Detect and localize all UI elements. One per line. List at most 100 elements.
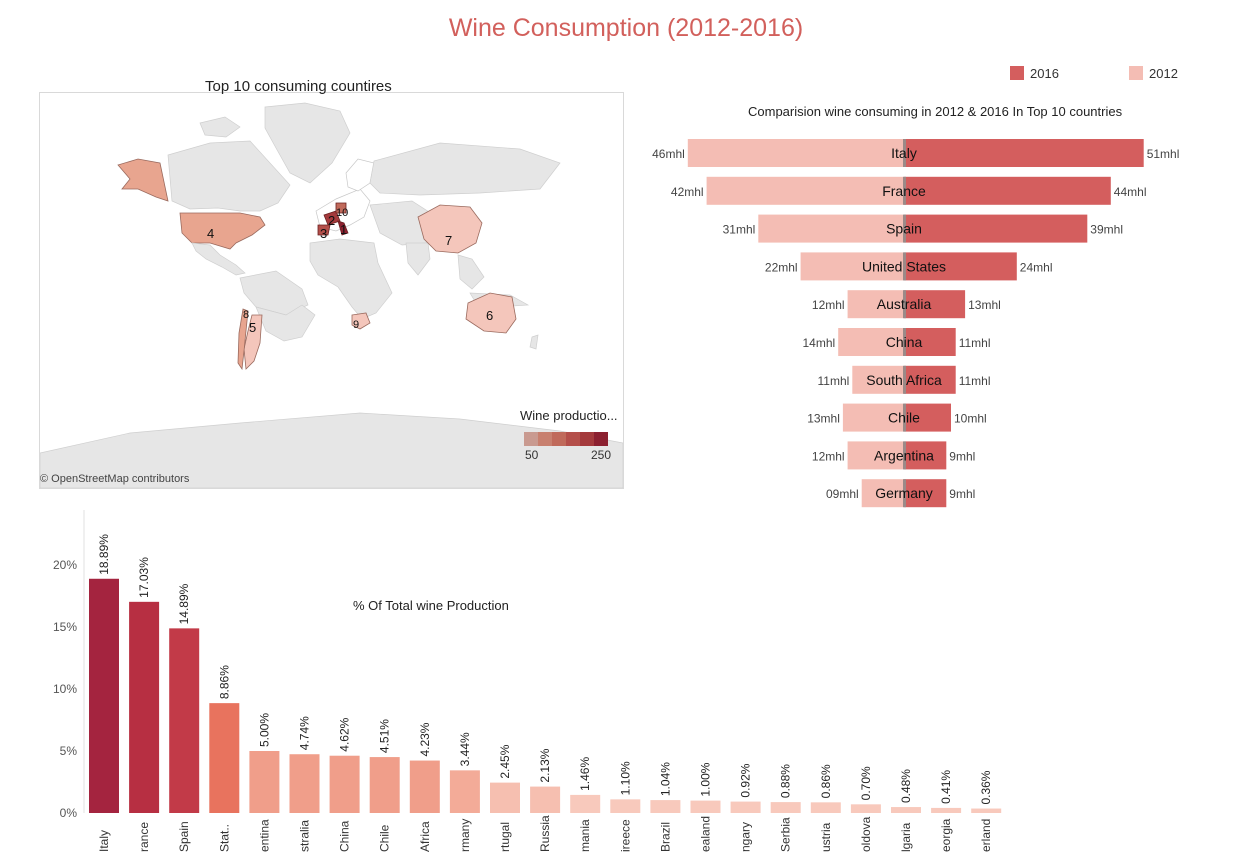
x-tick-21: eorgia bbox=[939, 818, 953, 852]
x-tick-9: rmany bbox=[458, 819, 472, 852]
label-2012-8: 12mhl bbox=[812, 449, 845, 463]
bar-2016-4[interactable] bbox=[904, 290, 966, 319]
map-rank-2: 2 bbox=[328, 213, 335, 228]
production-value-11: 2.13% bbox=[538, 748, 552, 782]
bar-2012-2[interactable] bbox=[758, 214, 904, 243]
production-bar-15[interactable] bbox=[690, 800, 721, 813]
legend-item-2012[interactable]: 2012 bbox=[1129, 66, 1178, 81]
label-2016-8: 9mhl bbox=[949, 449, 975, 463]
production-bar-0[interactable] bbox=[89, 578, 119, 813]
production-bar-2[interactable] bbox=[169, 628, 200, 813]
map-credit[interactable]: © OpenStreetMap contributors bbox=[40, 473, 190, 485]
x-tick-18: ustria bbox=[819, 822, 833, 852]
label-2016-4: 13mhl bbox=[968, 298, 1001, 312]
country-label-1: France bbox=[882, 183, 926, 199]
country-united-states bbox=[179, 212, 266, 250]
label-2012-6: 11mhl bbox=[818, 374, 850, 388]
production-bar-3[interactable] bbox=[209, 703, 240, 813]
production-bar-1[interactable] bbox=[129, 601, 160, 813]
x-tick-3: Stat.. bbox=[217, 824, 231, 852]
bar-2012-1[interactable] bbox=[706, 176, 904, 205]
x-tick-8: Africa bbox=[418, 821, 432, 852]
country-australia bbox=[465, 292, 517, 334]
production-bar-13[interactable] bbox=[610, 799, 641, 813]
map-rank-5: 5 bbox=[249, 320, 256, 335]
production-chart: 0% 5% 10% 15% 20% 18.89% Italy 17.03% rance 14.89… bbox=[53, 510, 1002, 852]
label-2012-5: 14mhl bbox=[803, 336, 836, 350]
bar-2016-3[interactable] bbox=[904, 252, 1017, 281]
production-value-21: 0.41% bbox=[939, 770, 953, 804]
production-bar-8[interactable] bbox=[409, 760, 440, 813]
country-label-9: Germany bbox=[875, 485, 933, 501]
x-tick-22: erland bbox=[979, 819, 993, 852]
production-value-18: 0.86% bbox=[819, 764, 833, 798]
bar-2016-2[interactable] bbox=[904, 214, 1088, 243]
world-map[interactable]: 1 2 3 4 5 6 7 8 9 10 bbox=[39, 92, 624, 489]
label-2016-6: 11mhl bbox=[959, 374, 991, 388]
production-value-1: 17.03% bbox=[137, 557, 151, 598]
production-bar-14[interactable] bbox=[650, 800, 681, 813]
bar-2016-8[interactable] bbox=[904, 441, 947, 470]
bar-2016-7[interactable] bbox=[904, 403, 951, 432]
label-2016-9: 9mhl bbox=[949, 487, 975, 501]
production-bar-5[interactable] bbox=[289, 754, 320, 813]
bar-2012-0[interactable] bbox=[687, 139, 904, 167]
production-bar-20[interactable] bbox=[891, 807, 921, 813]
production-bar-9[interactable] bbox=[449, 770, 480, 813]
production-bar-7[interactable] bbox=[369, 757, 400, 813]
label-2016-0: 51mhl bbox=[1147, 147, 1180, 161]
bar-2016-1[interactable] bbox=[904, 176, 1111, 205]
production-bar-21[interactable] bbox=[931, 807, 962, 813]
production-bar-4[interactable] bbox=[249, 751, 280, 813]
label-2012-4: 12mhl bbox=[812, 298, 845, 312]
x-tick-17: Serbia bbox=[779, 817, 793, 852]
production-value-2: 14.89% bbox=[177, 583, 191, 624]
production-bar-22[interactable] bbox=[971, 808, 1002, 813]
country-label-5: China bbox=[886, 334, 923, 350]
bar-2012-4[interactable] bbox=[847, 290, 904, 319]
production-value-10: 2.45% bbox=[498, 744, 512, 778]
production-value-17: 0.88% bbox=[779, 764, 793, 798]
production-bar-11[interactable] bbox=[530, 786, 561, 813]
country-label-2: Spain bbox=[886, 221, 922, 237]
production-value-15: 1.00% bbox=[699, 762, 713, 796]
bar-2012-6[interactable] bbox=[852, 365, 904, 394]
bar-2016-6[interactable] bbox=[904, 365, 956, 394]
center-divider-2 bbox=[903, 214, 906, 243]
bar-2016-0[interactable] bbox=[904, 139, 1144, 167]
production-bar-16[interactable] bbox=[730, 801, 761, 813]
bar-2012-3[interactable] bbox=[800, 252, 904, 281]
map-rank-4: 4 bbox=[207, 226, 214, 241]
production-bar-12[interactable] bbox=[570, 794, 601, 813]
map-legend-title: Wine productio... bbox=[520, 408, 618, 423]
production-value-5: 4.74% bbox=[298, 716, 312, 750]
legend-swatch-2012 bbox=[1129, 66, 1143, 80]
production-bar-17[interactable] bbox=[770, 802, 801, 813]
label-2012-9: 09mhl bbox=[826, 487, 859, 501]
bar-2016-5[interactable] bbox=[904, 328, 956, 356]
production-bar-10[interactable] bbox=[490, 782, 520, 813]
x-tick-0: Italy bbox=[97, 830, 111, 852]
production-value-22: 0.36% bbox=[979, 770, 993, 804]
production-value-6: 4.62% bbox=[338, 717, 352, 751]
legend-label-2016: 2016 bbox=[1030, 66, 1059, 81]
bar-2012-8[interactable] bbox=[847, 441, 904, 470]
bar-2012-7[interactable] bbox=[842, 403, 904, 432]
legend-item-2016[interactable]: 2016 bbox=[1010, 66, 1059, 81]
production-bar-6[interactable] bbox=[329, 755, 360, 813]
bar-2012-5[interactable] bbox=[838, 328, 904, 356]
country-label-3: United States bbox=[862, 258, 946, 274]
x-tick-19: oldova bbox=[859, 816, 873, 852]
map-legend-high: 250 bbox=[591, 448, 612, 462]
y-tick-2: 10% bbox=[53, 682, 77, 696]
bar-2016-9[interactable] bbox=[904, 479, 947, 508]
bar-2012-9[interactable] bbox=[861, 479, 904, 508]
production-bar-19[interactable] bbox=[850, 804, 881, 813]
production-value-16: 0.92% bbox=[739, 763, 753, 797]
center-divider-7 bbox=[903, 403, 906, 432]
x-tick-12: mania bbox=[578, 819, 592, 852]
country-italy bbox=[337, 220, 349, 236]
production-bar-18[interactable] bbox=[810, 802, 841, 813]
country-south-africa bbox=[351, 312, 371, 330]
x-tick-11: Russia bbox=[538, 815, 552, 852]
